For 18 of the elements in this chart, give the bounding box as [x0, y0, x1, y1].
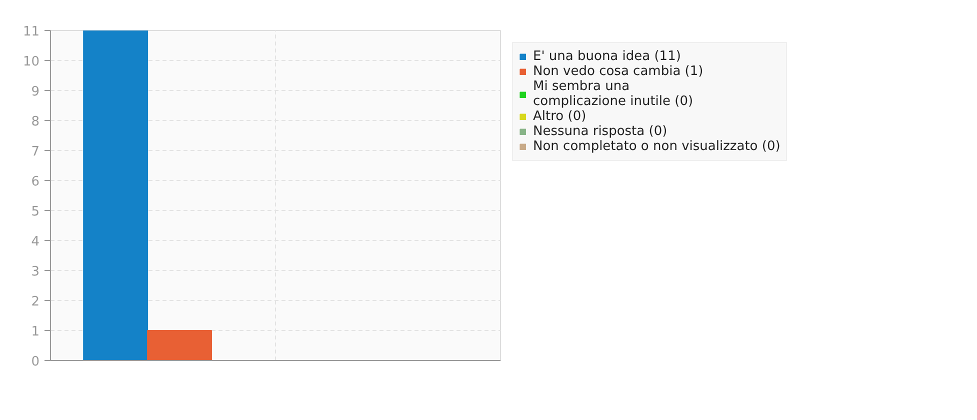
y-tick-label: 6 — [31, 174, 40, 190]
y-tick-label: 7 — [31, 144, 40, 160]
y-tick-label: 1 — [31, 324, 40, 340]
legend-label: Non completato o non visualizzato (0) — [533, 139, 780, 154]
y-tick-label: 2 — [31, 294, 40, 310]
legend-label: Nessuna risposta (0) — [533, 124, 668, 139]
y-tick-label: 4 — [31, 234, 40, 250]
legend-label: Mi sembra una complicazione inutile (0) — [533, 79, 694, 109]
y-tick-label: 3 — [31, 264, 40, 280]
legend-label: E' una buona idea (11) — [533, 49, 681, 64]
y-tick-label: 5 — [31, 204, 40, 220]
y-tick-label: 9 — [31, 84, 40, 100]
legend-label: Non vedo cosa cambia (1) — [533, 64, 704, 79]
y-tick-label: 8 — [31, 114, 40, 130]
y-tick-label: 10 — [22, 54, 40, 70]
legend-label: Altro (0) — [533, 109, 586, 124]
y-tick-label: 11 — [22, 24, 40, 40]
y-tick-label: 0 — [31, 354, 40, 370]
